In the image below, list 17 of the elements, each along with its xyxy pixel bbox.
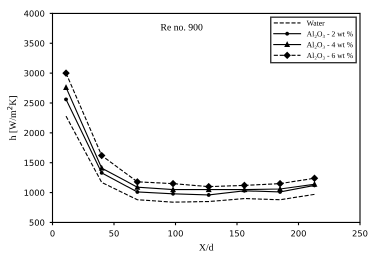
x-tick-label: 150 [230,230,244,237]
y-tick-label: 500 [30,219,44,226]
x-tick-label: 250 [352,230,368,237]
x-axis-title: X/d [199,244,214,251]
y-tick-label: 2500 [24,100,44,106]
y-tick-label: 1500 [24,160,44,166]
x-tick-label: 50 [109,230,119,237]
y-tick-label: 4000 [24,10,44,17]
annotation: Re no. 900 [160,24,202,31]
x-tick-label: 100 [168,230,183,237]
y-tick-label: 3500 [24,40,44,47]
x-tick-label: 200 [291,230,306,237]
y-axis-title: h [W/m$^{2}$K] [7,96,18,140]
y-tick-label: 1000 [24,190,44,196]
y-tick-label: 3000 [24,70,44,76]
y-tick-label: 2000 [24,130,44,136]
x-tick-label: 0 [50,230,55,237]
